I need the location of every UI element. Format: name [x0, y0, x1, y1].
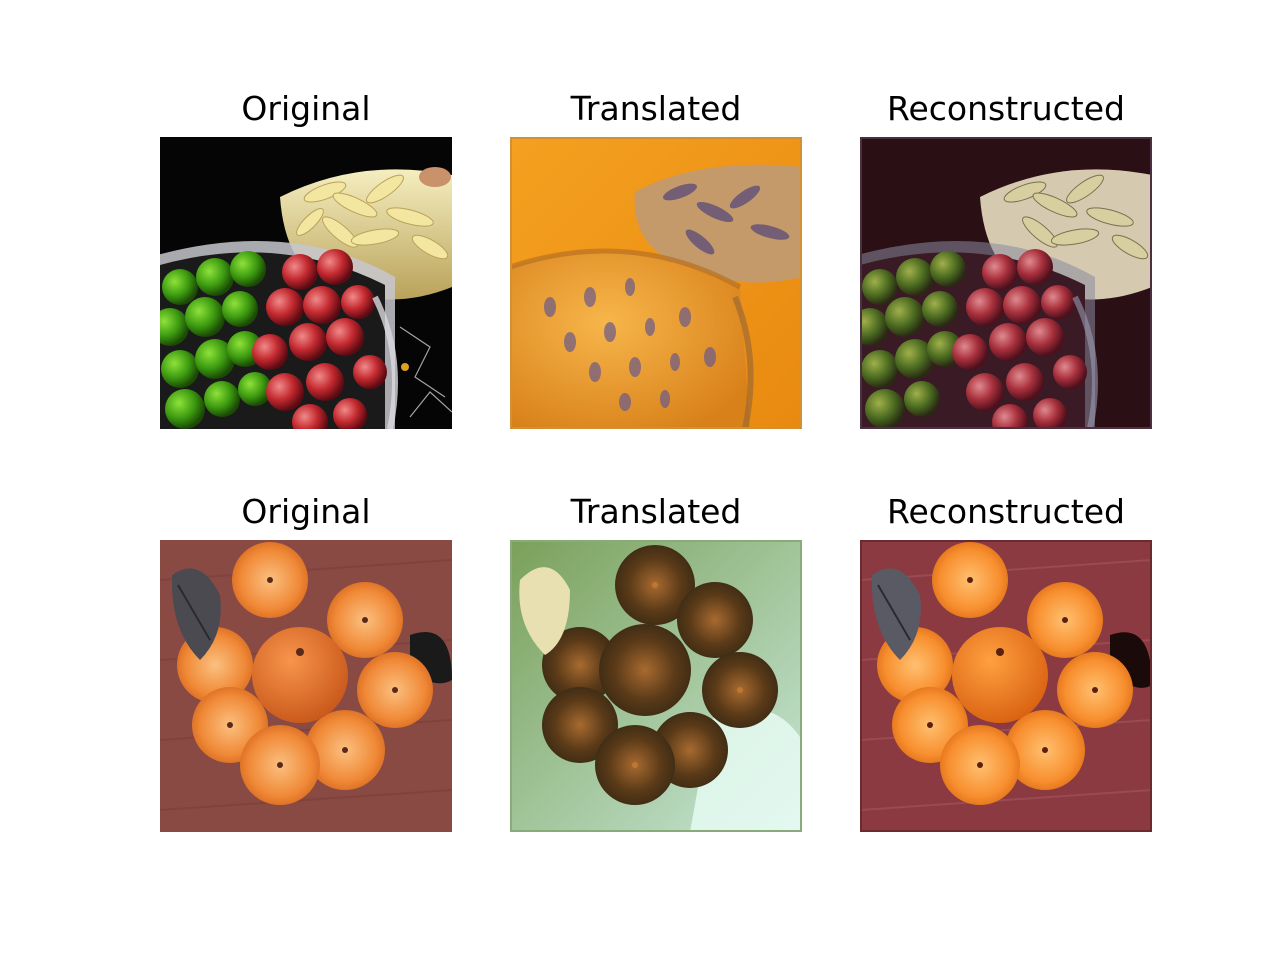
image-original-row1: [160, 137, 452, 429]
panel-title-translated-row1: Translated: [570, 89, 742, 128]
image-translated-row1: [510, 137, 802, 429]
reconstructed-fruit-photo: [860, 137, 1152, 429]
panel-title-reconstructed-row2: Reconstructed: [887, 492, 1125, 531]
image-reconstructed-row2: [860, 540, 1152, 832]
panel-title-reconstructed-row1: Reconstructed: [887, 89, 1125, 128]
fruit-bowls-photo: [160, 137, 452, 429]
image-translated-row2: [510, 540, 802, 832]
translated-fruit-photo: [510, 137, 802, 429]
panel-title-original-row2: Original: [241, 492, 371, 531]
orange-slices-photo: [160, 540, 452, 832]
panel-title-translated-row2: Translated: [570, 492, 742, 531]
translated-orange-photo: [510, 540, 802, 832]
panel-title-original-row1: Original: [241, 89, 371, 128]
reconstructed-orange-photo: [860, 540, 1152, 832]
image-original-row2: [160, 540, 452, 832]
image-reconstructed-row1: [860, 137, 1152, 429]
